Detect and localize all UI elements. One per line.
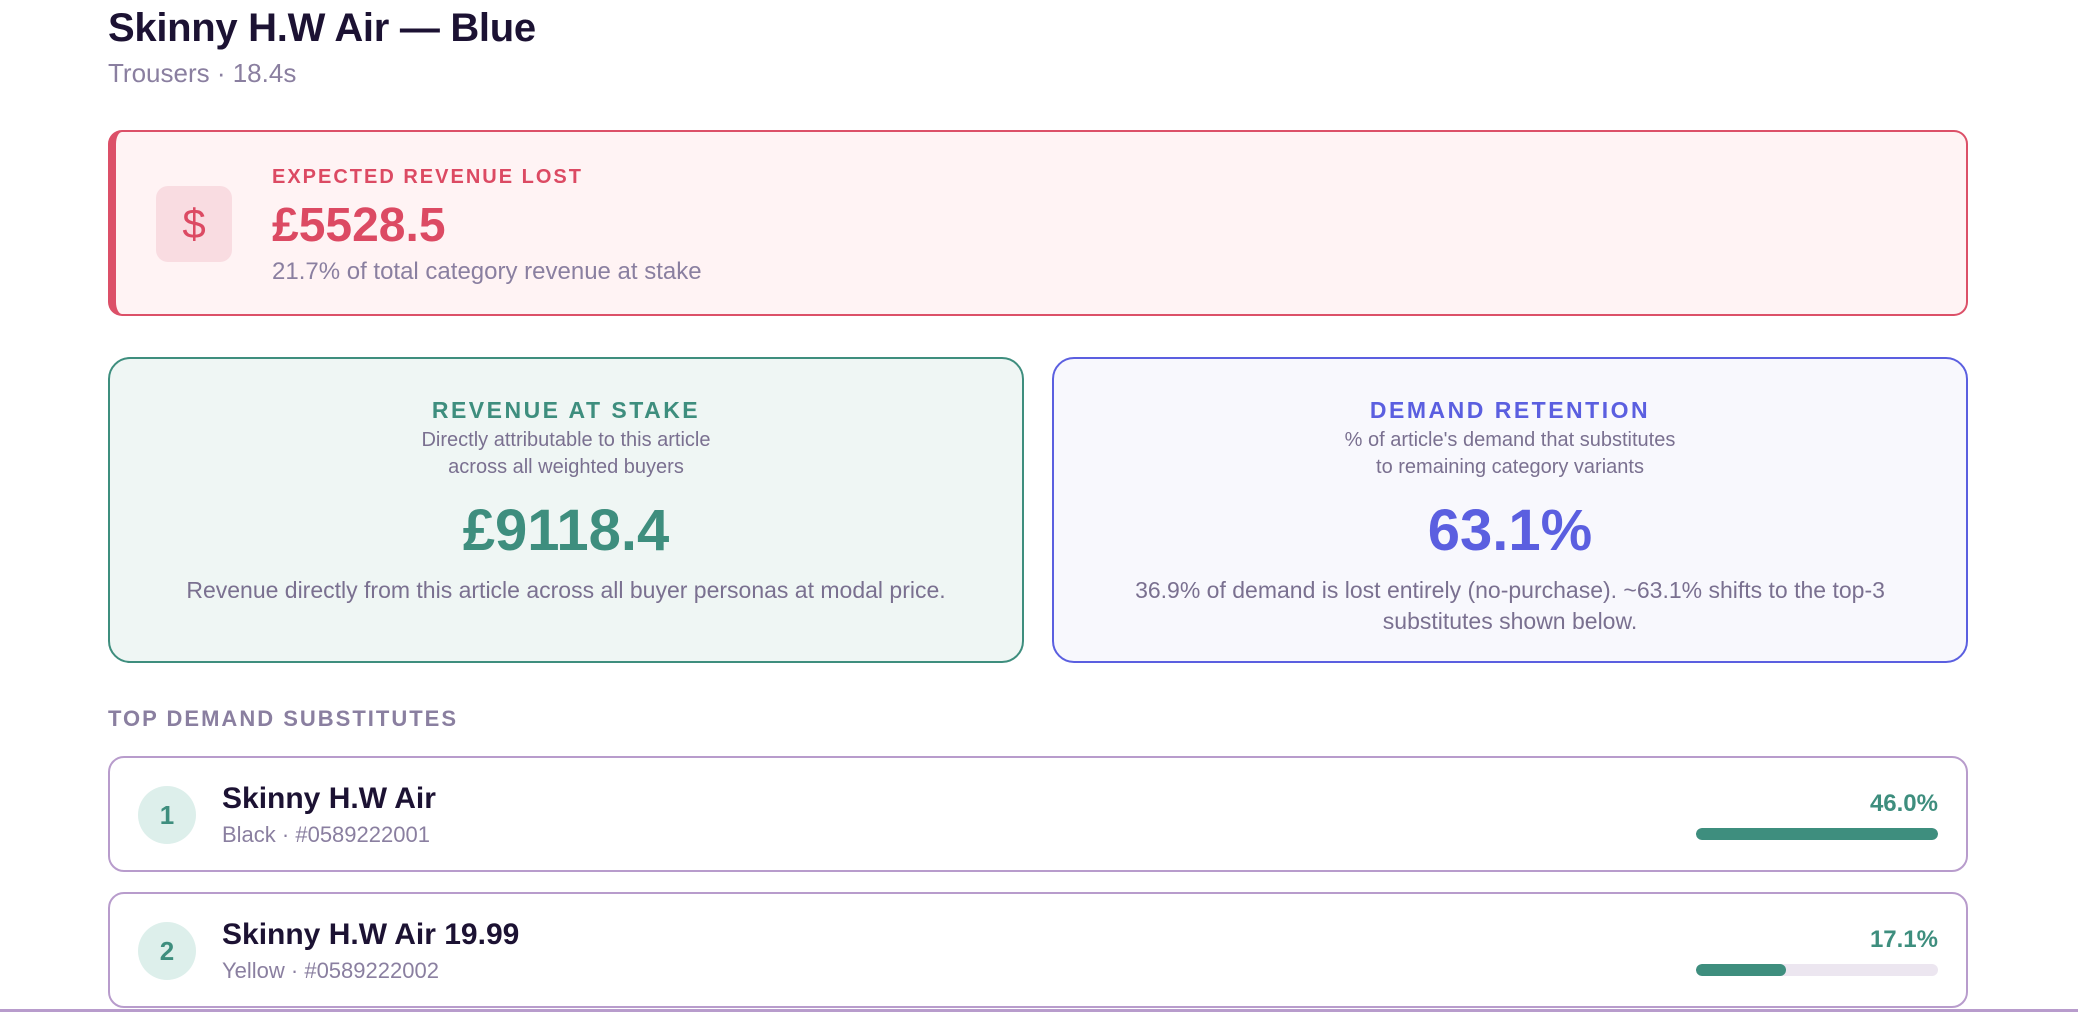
revenue-at-stake-description-line1: Directly attributable to this article bbox=[421, 429, 711, 451]
substitute-share-bar bbox=[1696, 828, 1938, 840]
page-subtitle: Trousers · 18.4s bbox=[108, 58, 297, 88]
substitute-share-bar bbox=[1696, 964, 1938, 976]
substitute-meta: Yellow · #0589222002 bbox=[222, 958, 439, 983]
substitute-share-label: 46.0% bbox=[1869, 790, 1938, 817]
demand-retention-note: 36.9% of demand is lost entirely (no-pur… bbox=[1135, 577, 1885, 634]
revenue-at-stake-description: Directly attributable to this article ac… bbox=[210, 427, 922, 481]
substitute-meta: Black · #0589222001 bbox=[222, 822, 430, 847]
rank-badge: 1 bbox=[138, 786, 196, 844]
substitute-name: Skinny H.W Air bbox=[222, 782, 436, 815]
demand-retention-label: DEMAND RETENTION bbox=[1369, 397, 1651, 423]
substitute-share-fill bbox=[1696, 828, 1938, 840]
page-title: Skinny H.W Air — Blue bbox=[108, 6, 536, 50]
revenue-at-stake-label: REVENUE AT STAKE bbox=[431, 397, 701, 423]
substitute-row[interactable]: 2 Skinny H.W Air 19.99 Yellow · #0589222… bbox=[108, 892, 1968, 1008]
substitute-name: Skinny H.W Air 19.99 bbox=[222, 918, 520, 951]
substitute-share-label: 17.1% bbox=[1869, 926, 1938, 953]
substitutes-section-label: TOP DEMAND SUBSTITUTES bbox=[108, 706, 458, 731]
demand-retention-value: 63.1% bbox=[1427, 498, 1593, 563]
revenue-lost-alert: $ EXPECTED REVENUE LOST £5528.5 21.7% of… bbox=[108, 130, 1968, 316]
revenue-lost-label: EXPECTED REVENUE LOST bbox=[272, 166, 583, 188]
demand-retention-description-line1: % of article's demand that substitutes bbox=[1344, 429, 1676, 451]
demand-retention-description-line2: to remaining category variants bbox=[1376, 456, 1644, 478]
demand-retention-card: DEMAND RETENTION % of article's demand t… bbox=[1052, 357, 1968, 663]
revenue-lost-note: 21.7% of total category revenue at stake bbox=[272, 258, 702, 285]
revenue-at-stake-note: Revenue directly from this article acros… bbox=[186, 577, 946, 603]
demand-retention-description: % of article's demand that substitutes t… bbox=[1154, 427, 1866, 481]
revenue-at-stake-description-line2: across all weighted buyers bbox=[448, 456, 684, 478]
bottom-divider bbox=[0, 1009, 2078, 1012]
substitute-share-fill bbox=[1696, 964, 1787, 976]
revenue-at-stake-value: £9118.4 bbox=[462, 498, 670, 563]
revenue-at-stake-card: REVENUE AT STAKE Directly attributable t… bbox=[108, 357, 1024, 663]
dollar-icon: $ bbox=[156, 186, 232, 262]
substitute-row[interactable]: 1 Skinny H.W Air Black · #0589222001 46.… bbox=[108, 756, 1968, 872]
rank-badge: 2 bbox=[138, 922, 196, 980]
revenue-lost-value: £5528.5 bbox=[272, 199, 446, 252]
